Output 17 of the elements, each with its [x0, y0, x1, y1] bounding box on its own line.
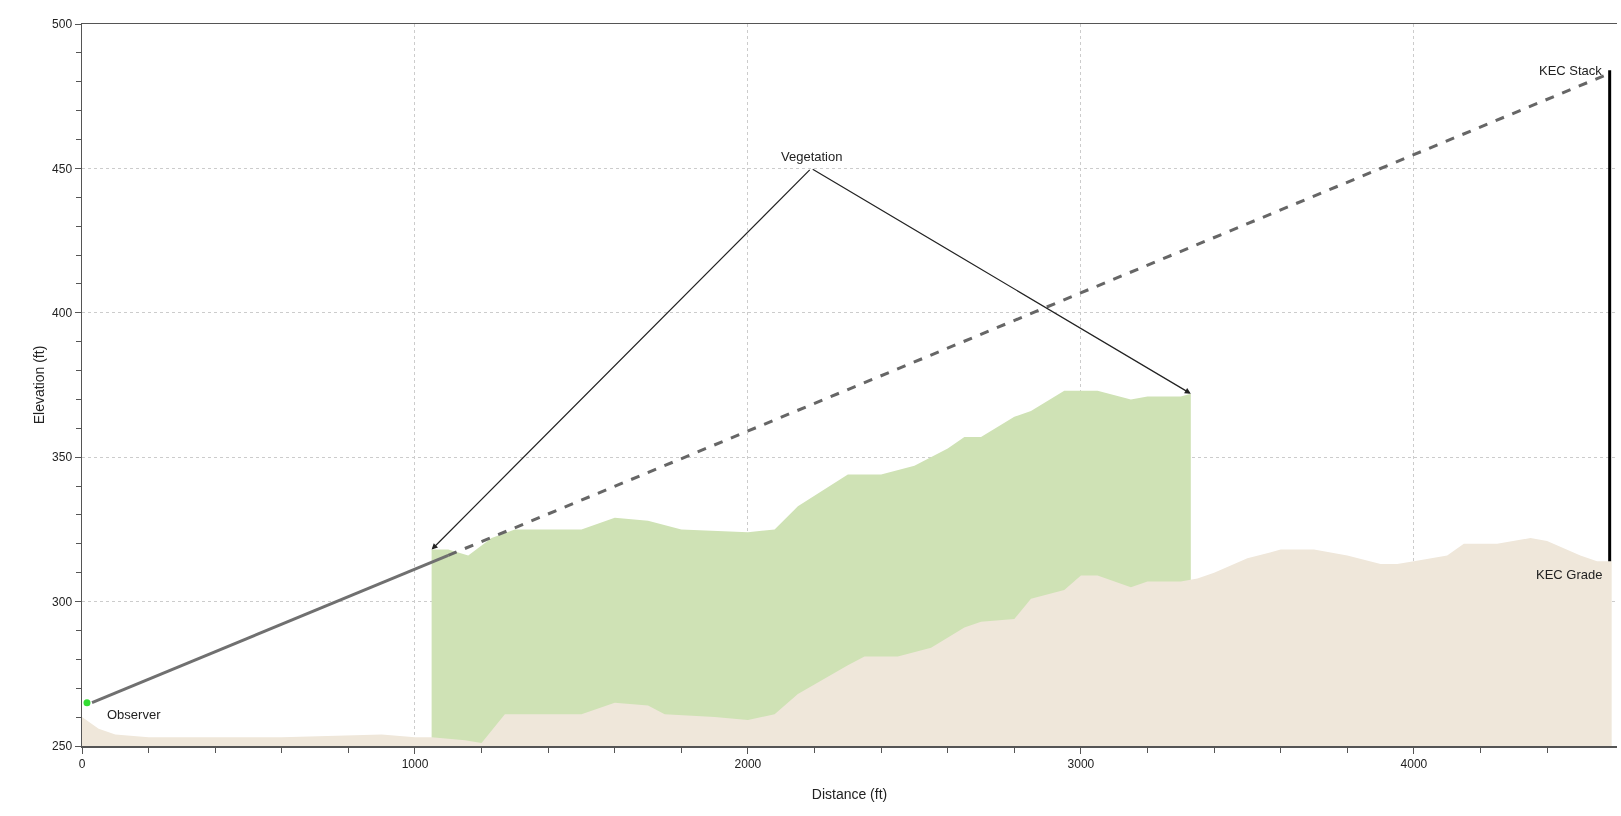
y-tick-label: 300: [52, 594, 73, 609]
annotation: KEC Grade: [1536, 567, 1603, 582]
x-tick-label: 1000: [401, 756, 429, 771]
x-tick-label: 0: [78, 756, 86, 771]
x-axis-title: Distance (ft): [811, 785, 888, 802]
y-tick-label: 350: [52, 450, 73, 465]
y-tick-label: 500: [52, 17, 73, 32]
x-tick-label: 2000: [734, 756, 762, 771]
annotation: Observer: [107, 707, 162, 722]
annotation: KEC Stack: [1539, 63, 1603, 78]
x-tick-label: 4000: [1400, 756, 1428, 771]
x-tick-label: 3000: [1067, 756, 1095, 771]
y-axis-title: Elevation (ft): [30, 345, 47, 425]
annotation: Vegetation: [781, 149, 843, 164]
y-tick-label: 400: [52, 306, 73, 320]
y-tick-label: 250: [52, 739, 73, 754]
y-tick-label: 450: [52, 161, 73, 176]
